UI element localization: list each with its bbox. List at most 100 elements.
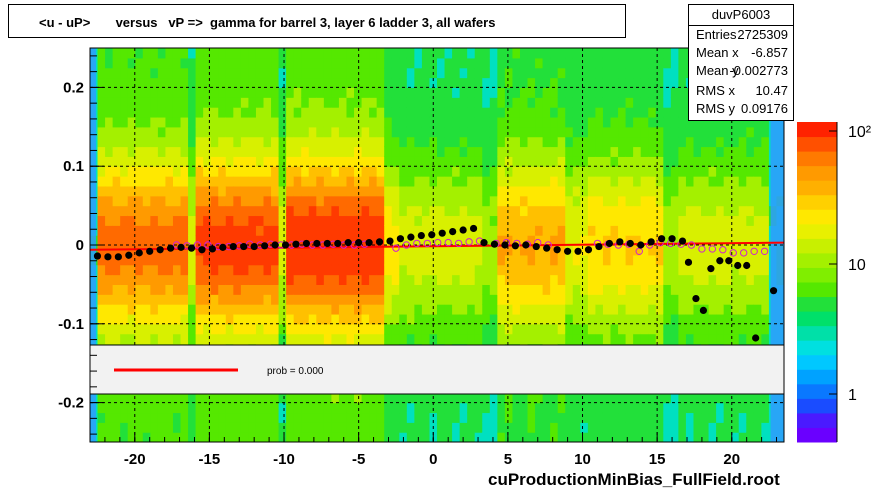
heatmap-cell [618, 392, 627, 404]
heatmap-cell [195, 156, 204, 167]
heatmap-cell [437, 48, 446, 59]
heatmap-cell [172, 294, 182, 305]
heatmap-cell [271, 402, 280, 414]
heatmap-cell [640, 402, 649, 414]
heatmap-cell [142, 422, 151, 433]
heatmap-cell [648, 392, 657, 404]
heatmap-cell [414, 274, 423, 285]
heatmap-cell [225, 48, 234, 59]
heatmap-cell [444, 235, 453, 246]
heatmap-cell [512, 215, 521, 226]
heatmap-cell [625, 136, 634, 148]
heatmap-cell [565, 48, 574, 59]
heatmap-cell [731, 116, 740, 128]
heatmap-cell [376, 57, 385, 69]
heatmap-cell [512, 77, 521, 88]
heatmap-cell [550, 323, 559, 335]
heatmap-cell [135, 136, 144, 148]
heatmap-cell [248, 87, 257, 98]
heatmap-cell [444, 323, 453, 335]
heatmap-cell [316, 432, 325, 442]
heatmap-cell [610, 323, 619, 335]
heatmap-cell [595, 185, 604, 197]
heatmap-cell [210, 284, 219, 295]
heatmap-cell [670, 48, 679, 59]
heatmap-cell [331, 422, 340, 433]
heatmap-cell [618, 176, 627, 187]
heatmap-cell [482, 166, 491, 177]
heatmap-cell [723, 432, 732, 442]
heatmap-cell [391, 48, 400, 59]
heatmap-cell [565, 333, 574, 345]
heatmap-cell [655, 422, 664, 433]
heatmap-cell [482, 77, 491, 88]
heatmap-cell [459, 97, 468, 108]
heatmap-cell [618, 333, 627, 345]
filled-mean-point [480, 239, 488, 247]
filled-mean-point [574, 247, 582, 255]
heatmap-cell [640, 126, 649, 138]
heatmap-cell [150, 146, 159, 157]
heatmap-cell [293, 195, 302, 207]
heatmap-cell [293, 166, 302, 177]
heatmap-cell [542, 333, 551, 345]
heatmap-cell [587, 126, 597, 138]
heatmap-cell [278, 323, 287, 335]
heatmap-cell [542, 215, 551, 226]
heatmap-cell [535, 333, 544, 345]
heatmap-cell [218, 205, 227, 217]
heatmap-cell [595, 156, 604, 167]
filled-mean-point [208, 245, 216, 253]
heatmap-cell [421, 392, 431, 404]
heatmap-cell [421, 67, 431, 79]
heatmap-cell [414, 392, 423, 404]
heatmap-cell [595, 274, 604, 285]
heatmap-cell [210, 323, 219, 335]
heatmap-cell [580, 87, 589, 98]
filled-mean-point [438, 229, 446, 237]
heatmap-cell [716, 176, 725, 187]
heatmap-cell [331, 48, 340, 59]
heatmap-cell [135, 97, 144, 108]
heatmap-cell [127, 67, 136, 79]
heatmap-cell [391, 245, 400, 256]
heatmap-cell [354, 57, 363, 69]
heatmap-cell [331, 313, 340, 325]
heatmap-cell [753, 235, 762, 246]
heatmap-cell [165, 156, 174, 167]
heatmap-cell [240, 136, 250, 148]
heatmap-cell [716, 146, 725, 157]
heatmap-cell [323, 195, 332, 207]
heatmap-cell [467, 245, 476, 256]
heatmap-cell [165, 294, 174, 305]
heatmap-cell [655, 254, 664, 266]
heatmap-cell [263, 313, 272, 325]
heatmap-cell [731, 412, 740, 423]
heatmap-cell [218, 97, 227, 108]
heatmap-cell [391, 313, 400, 325]
heatmap-cell [421, 87, 431, 98]
heatmap-cell [761, 195, 770, 207]
heatmap-cell [414, 225, 423, 236]
heatmap-cell [504, 146, 514, 157]
heatmap-cell [489, 225, 498, 236]
heatmap-cell [354, 97, 363, 108]
heatmap-cell [595, 77, 604, 88]
heatmap-cell [195, 67, 204, 79]
heatmap-cell [338, 254, 348, 266]
heatmap-cell [731, 176, 740, 187]
filled-mean-point [104, 253, 112, 261]
heatmap-cell [180, 67, 189, 79]
heatmap-cell [587, 422, 597, 433]
heatmap-cell [595, 313, 604, 325]
heatmap-cell [142, 284, 151, 295]
heatmap-cell [286, 432, 295, 442]
heatmap-cell [550, 185, 559, 197]
heatmap-cell [474, 185, 483, 197]
heatmap-cell [142, 67, 151, 79]
heatmap-cell [512, 166, 521, 177]
heatmap-cell [482, 156, 491, 167]
heatmap-cell [640, 156, 649, 167]
heatmap-cell [135, 333, 144, 345]
heatmap-cell [346, 422, 355, 433]
